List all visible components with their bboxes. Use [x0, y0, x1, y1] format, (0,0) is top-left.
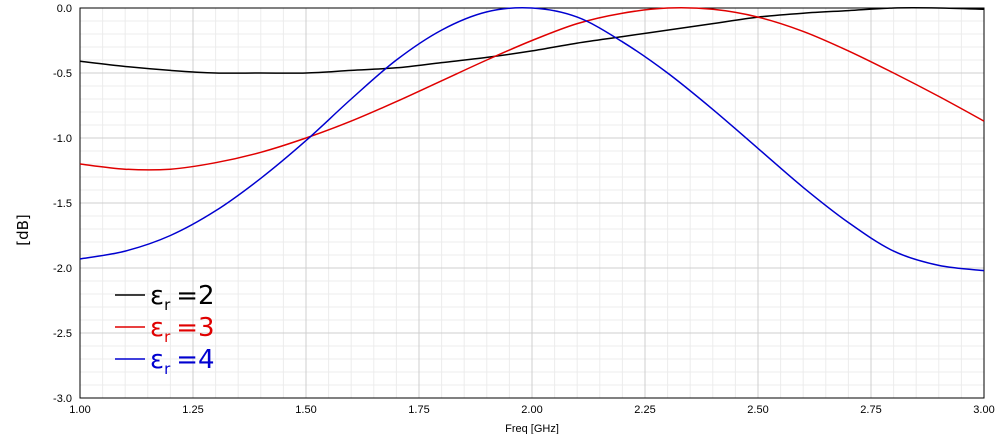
y-tick-label: -3.0 [53, 393, 72, 405]
x-axis-label: Freq [GHz] [505, 423, 559, 434]
y-tick-label: -0.5 [53, 68, 72, 80]
x-tick-label: 2.25 [634, 404, 655, 416]
y-tick-label: 0.0 [57, 3, 72, 15]
series-line-2 [79, 6, 985, 171]
legend-subscript: r [164, 328, 171, 346]
x-tick-label: 3.00 [973, 404, 994, 416]
y-tick-label: -1.0 [53, 133, 72, 145]
x-tick-label: 1.25 [182, 404, 203, 416]
legend-subscript: r [164, 296, 171, 314]
y-tick-label: -1.5 [53, 198, 72, 210]
x-tick-label: 1.00 [69, 404, 90, 416]
x-tick-label: 2.50 [747, 404, 768, 416]
legend-value: =4 [176, 345, 214, 375]
series-line-3 [79, 6, 985, 272]
x-tick-label: 1.75 [408, 404, 429, 416]
x-tick-label: 1.50 [295, 404, 316, 416]
legend-label-1: εr =2 [150, 281, 215, 314]
legend-value: =2 [176, 281, 214, 311]
legend-subscript: r [164, 360, 171, 378]
y-tick-label: -2.0 [53, 263, 72, 275]
series-layer [79, 6, 985, 272]
x-tick-label: 2.75 [860, 404, 881, 416]
y-axis-label: [dB] [14, 214, 32, 246]
x-tick-label: 2.00 [521, 404, 542, 416]
legend-symbol: ε [150, 281, 164, 311]
legend-value: =3 [176, 313, 214, 343]
y-tick-labels: 0.0 -0.5 -1.0 -1.5 -2.0 -2.5 -3.0 [53, 3, 72, 405]
series-line-1 [79, 7, 985, 74]
legend-label-3: εr =4 [150, 345, 215, 378]
x-tick-labels: 1.00 1.25 1.50 1.75 2.00 2.25 2.50 2.75 3.00 [69, 404, 994, 416]
legend-symbol: ε [150, 345, 164, 375]
y-tick-label: -2.5 [53, 328, 72, 340]
legend-label-2: εr =3 [150, 313, 215, 346]
legend: εr =2εr =3εr =4 [115, 281, 215, 378]
legend-symbol: ε [150, 313, 164, 343]
